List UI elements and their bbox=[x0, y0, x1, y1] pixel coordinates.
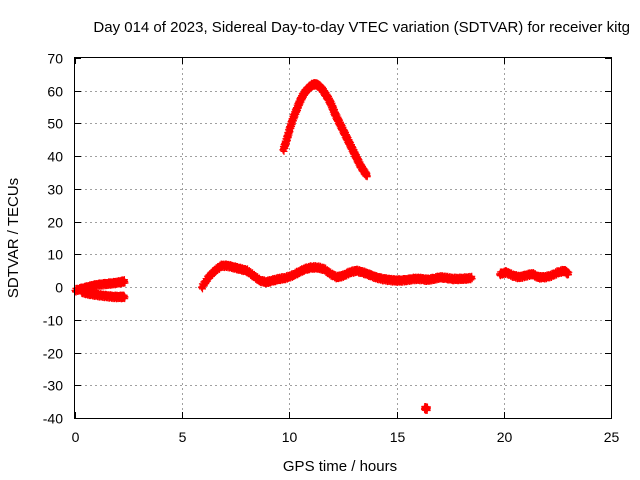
y-tick-label: -10 bbox=[43, 313, 63, 329]
y-tick-label: 60 bbox=[47, 84, 63, 100]
series-early-lower bbox=[77, 286, 129, 303]
y-tick-label: 10 bbox=[47, 247, 63, 263]
data-point bbox=[564, 270, 572, 278]
grid-lines bbox=[75, 58, 611, 418]
y-tick-label: 30 bbox=[47, 182, 63, 198]
x-tick-label: 10 bbox=[282, 429, 298, 445]
data-point bbox=[120, 277, 128, 285]
data-point bbox=[120, 293, 128, 301]
x-tick-label: 25 bbox=[604, 429, 620, 445]
data-marks bbox=[71, 79, 573, 414]
data-point bbox=[363, 172, 371, 180]
y-tick-label: 50 bbox=[47, 116, 63, 132]
series-arc bbox=[279, 79, 371, 181]
x-tick-label: 5 bbox=[179, 429, 187, 445]
x-axis-label: GPS time / hours bbox=[283, 458, 397, 475]
series-main-trace bbox=[197, 260, 476, 293]
chart-title: Day 014 of 2023, Sidereal Day-to-day VTE… bbox=[93, 19, 630, 36]
y-tick-label: 40 bbox=[47, 149, 63, 165]
x-tick-label: 0 bbox=[72, 429, 80, 445]
data-point bbox=[423, 405, 431, 413]
series-outlier bbox=[420, 402, 431, 414]
y-tick-label: 0 bbox=[55, 280, 63, 296]
data-point bbox=[565, 268, 573, 276]
y-tick-label: -40 bbox=[43, 411, 63, 427]
y-tick-label: 20 bbox=[47, 215, 63, 231]
series-late-trace bbox=[496, 265, 573, 283]
data-point bbox=[468, 274, 476, 282]
plot-frame bbox=[74, 57, 612, 419]
x-tick-label: 15 bbox=[390, 429, 406, 445]
y-tick-label: 70 bbox=[47, 51, 63, 67]
y-tick-label: -20 bbox=[43, 346, 63, 362]
x-tick-label: 20 bbox=[497, 429, 513, 445]
axis-ticks: 0 5 10 15 20 25 -40 -30 -20 -10 0 10 20 30 40 50 60 70 bbox=[43, 51, 620, 446]
y-tick-label: -30 bbox=[43, 378, 63, 394]
y-axis-label: SDTVAR / TECUs bbox=[5, 178, 22, 298]
